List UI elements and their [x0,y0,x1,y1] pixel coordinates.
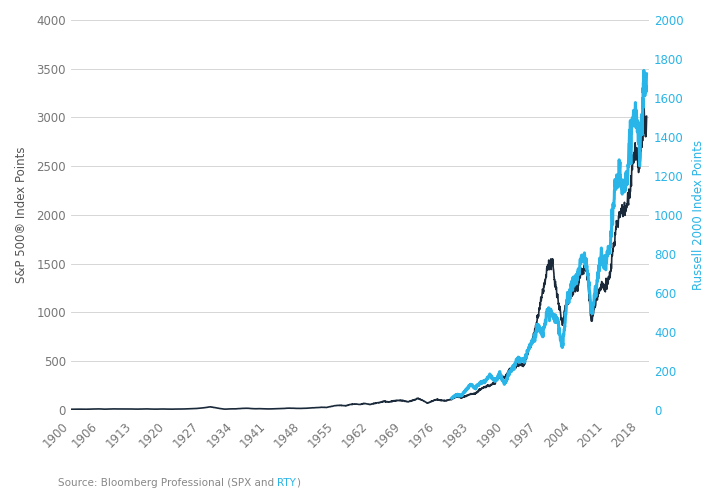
Y-axis label: S&P 500® Index Points: S&P 500® Index Points [15,146,28,283]
Y-axis label: Russell 2000 Index Points: Russell 2000 Index Points [692,140,705,290]
Text: RTY: RTY [277,478,296,488]
Text: ): ) [296,478,300,488]
Text: Source: Bloomberg Professional (SPX and: Source: Bloomberg Professional (SPX and [58,478,277,488]
